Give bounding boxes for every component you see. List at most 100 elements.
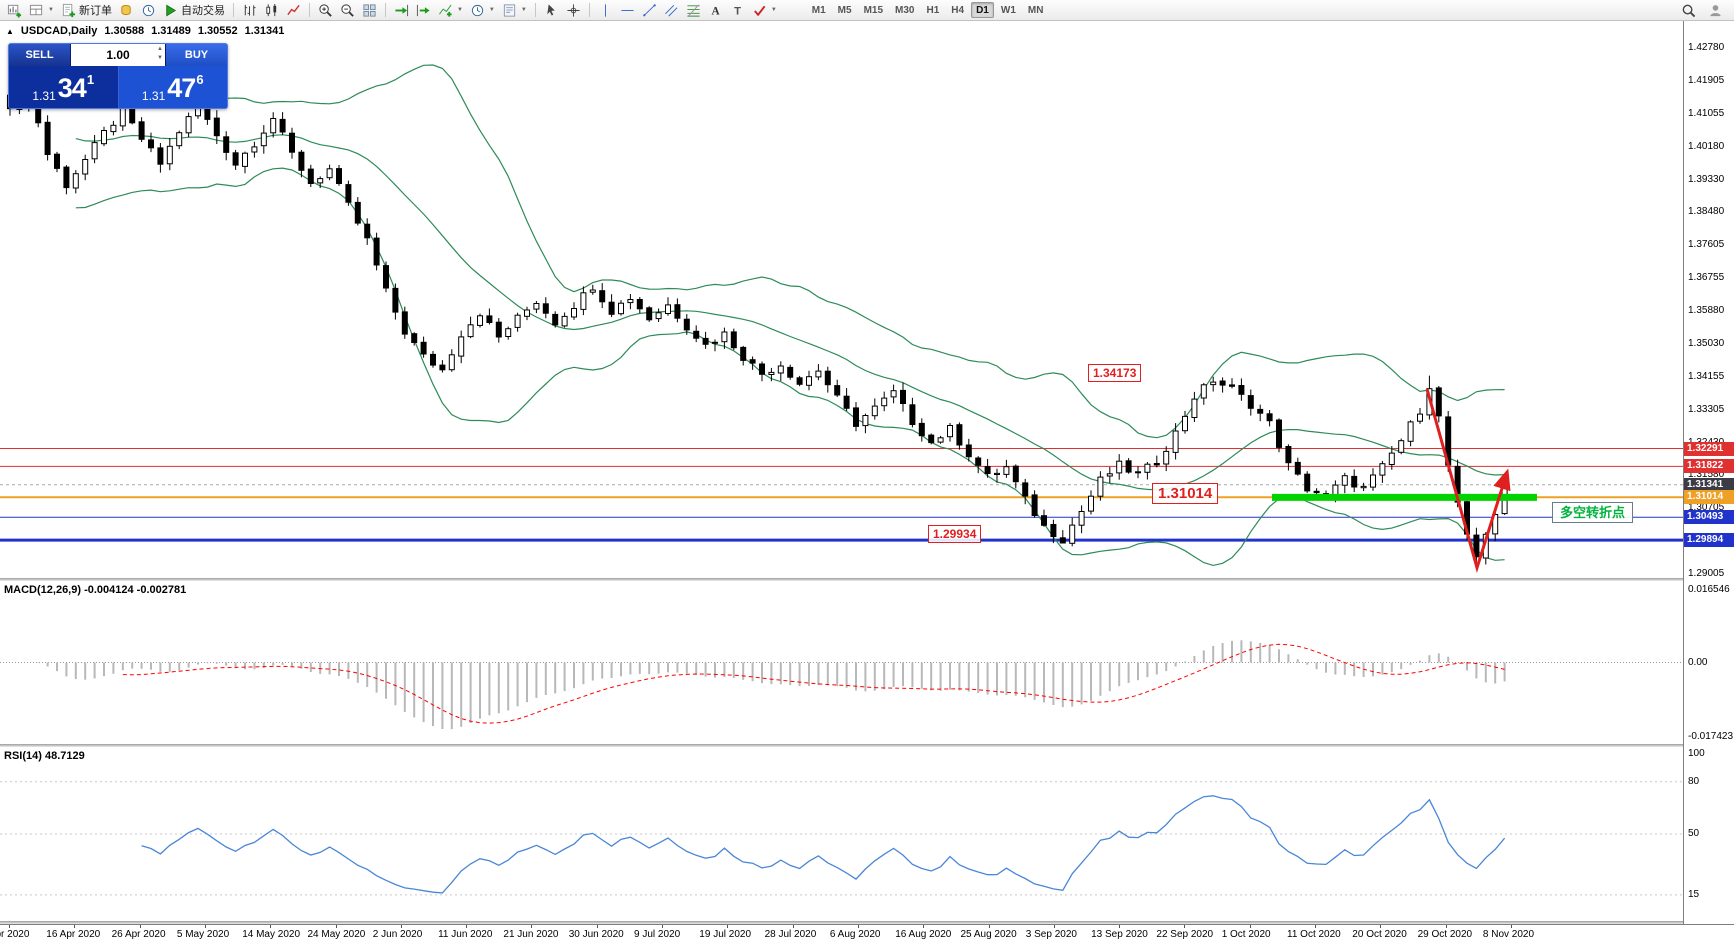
chart-collapse-icon[interactable]: ▲ bbox=[6, 26, 14, 36]
time-tick bbox=[923, 925, 925, 928]
timeframe-m15[interactable]: M15 bbox=[863, 4, 884, 16]
chart-shift-icon[interactable] bbox=[413, 1, 434, 20]
macd-tick: 0.00 bbox=[1688, 656, 1708, 668]
market-icon[interactable] bbox=[116, 1, 137, 20]
history-center-icon[interactable] bbox=[138, 1, 159, 20]
timeframe-m5[interactable]: M5 bbox=[837, 4, 852, 16]
pane-separator[interactable] bbox=[0, 578, 1734, 581]
price-scale[interactable]: 1.42780 1.41905 1.41055 1.40180 1.39330 1.384… bbox=[1683, 21, 1734, 924]
channel-icon[interactable] bbox=[661, 1, 682, 20]
bar-chart-icon[interactable] bbox=[239, 1, 260, 20]
macd-tick: 0.016546 bbox=[1688, 583, 1730, 595]
time-tick bbox=[1445, 925, 1447, 928]
time-tick bbox=[1119, 925, 1121, 928]
date-label: 2 Jun 2020 bbox=[372, 929, 423, 940]
community-icon[interactable] bbox=[1705, 1, 1726, 20]
toolbar-separator bbox=[588, 3, 590, 17]
volume-spinner[interactable]: ▲ ▼ bbox=[157, 45, 163, 63]
date-label: 29 Oct 2020 bbox=[1417, 929, 1473, 940]
spinner-up-icon[interactable]: ▲ bbox=[157, 46, 163, 52]
candlestick-chart[interactable] bbox=[0, 21, 1683, 578]
buy-price-small: 1.31 bbox=[141, 89, 166, 103]
rsi-tick: 80 bbox=[1688, 775, 1700, 787]
time-tick bbox=[1510, 925, 1512, 928]
timeframe-mn[interactable]: MN bbox=[1027, 4, 1044, 16]
date-label: 8 Nov 2020 bbox=[1482, 929, 1535, 940]
search-icon[interactable] bbox=[1678, 1, 1699, 20]
timeframe-m30[interactable]: M30 bbox=[895, 4, 915, 16]
indicators-icon[interactable]: ▼ bbox=[435, 1, 466, 20]
templates-icon[interactable]: ▼ bbox=[499, 1, 530, 20]
toolbar-separator bbox=[232, 3, 234, 17]
text-icon[interactable]: A bbox=[705, 1, 726, 20]
buy-price[interactable]: 1.31 47 6 bbox=[117, 66, 227, 108]
macd-pane[interactable]: MACD(12,26,9) -0.004124 -0.002781 bbox=[0, 581, 1683, 744]
date-label: 16 Aug 2020 bbox=[895, 929, 952, 940]
volume-input[interactable]: 1.00 ▲ ▼ bbox=[71, 44, 165, 66]
date-label: 24 May 2020 bbox=[307, 929, 366, 940]
time-tick bbox=[988, 925, 990, 928]
profiles-icon[interactable]: ▼ bbox=[26, 1, 57, 20]
line-chart-icon[interactable] bbox=[283, 1, 304, 20]
text-label-icon[interactable]: T bbox=[727, 1, 748, 20]
sell-button[interactable]: SELL bbox=[9, 44, 71, 66]
time-tick bbox=[139, 925, 141, 928]
sell-price-big: 34 bbox=[57, 72, 87, 103]
rsi-pane[interactable]: RSI(14) 48.7129 bbox=[0, 747, 1683, 921]
price-tick: 1.31580 bbox=[1688, 469, 1725, 481]
new-order-button[interactable]: 新订单 bbox=[58, 1, 115, 20]
trendline-icon[interactable] bbox=[639, 1, 660, 20]
fibonacci-icon[interactable] bbox=[683, 1, 704, 20]
candles bbox=[7, 58, 1508, 565]
crosshair-icon[interactable] bbox=[563, 1, 584, 20]
price-tag-1.31822: 1.31822 bbox=[1684, 459, 1734, 474]
september-high-label[interactable]: 1.34173 bbox=[1088, 364, 1142, 383]
time-tick bbox=[1249, 925, 1251, 928]
rsi-tick: 100 bbox=[1688, 748, 1705, 759]
candlestick-chart-icon[interactable] bbox=[261, 1, 282, 20]
vertical-line-icon[interactable] bbox=[595, 1, 616, 20]
price-tag-1.32291: 1.32291 bbox=[1684, 441, 1734, 456]
zigzag-arrow[interactable] bbox=[1425, 388, 1511, 573]
turning-point-note[interactable]: 多空转折点 bbox=[1552, 502, 1634, 524]
time-tick bbox=[857, 925, 859, 928]
buy-button[interactable]: BUY bbox=[165, 44, 227, 66]
price-tick: 1.35030 bbox=[1688, 337, 1725, 349]
cursor-icon[interactable] bbox=[541, 1, 562, 20]
timeframe-m1[interactable]: M1 bbox=[811, 4, 826, 16]
tile-windows-icon[interactable] bbox=[359, 1, 380, 20]
new-chart-icon[interactable] bbox=[4, 1, 25, 20]
chart-symbol-label: USDCAD,Daily bbox=[20, 25, 98, 37]
price-tick: 1.36755 bbox=[1688, 272, 1725, 284]
pane-separator[interactable] bbox=[0, 744, 1734, 747]
sell-price[interactable]: 1.31 34 1 bbox=[9, 66, 118, 108]
periods-icon[interactable]: ▼ bbox=[467, 1, 498, 20]
pivot-price-label[interactable]: 1.31014 bbox=[1152, 482, 1219, 504]
timeframe-w1[interactable]: W1 bbox=[1000, 4, 1016, 16]
macd-chart bbox=[0, 581, 1683, 744]
volume-value: 1.00 bbox=[106, 48, 130, 62]
autotrading-button[interactable]: 自动交易 bbox=[160, 1, 228, 20]
rsi-tick: 15 bbox=[1688, 888, 1700, 900]
price-chart-pane[interactable]: 1.34173 1.31014 1.29934 多空转折点 bbox=[0, 21, 1683, 578]
svg-text:A: A bbox=[711, 5, 720, 17]
arrows-objects-icon[interactable]: ▼ bbox=[749, 1, 780, 20]
horizontal-line-icon[interactable] bbox=[617, 1, 638, 20]
auto-scroll-icon[interactable] bbox=[391, 1, 412, 20]
buy-price-sup: 6 bbox=[196, 72, 204, 87]
toolbar-separator bbox=[308, 3, 310, 17]
timeframe-h4[interactable]: H4 bbox=[951, 4, 965, 16]
spinner-down-icon[interactable]: ▼ bbox=[157, 55, 163, 61]
timeframe-h1[interactable]: H1 bbox=[926, 4, 940, 16]
svg-text:T: T bbox=[734, 5, 741, 17]
ohlc-open: 1.30588 bbox=[104, 25, 145, 37]
date-label: 3 Sep 2020 bbox=[1025, 929, 1077, 940]
timeframe-d1[interactable]: D1 bbox=[971, 2, 994, 18]
price-tag-1.31341: 1.31341 bbox=[1684, 477, 1734, 492]
zoom-in-icon[interactable] bbox=[315, 1, 336, 20]
date-label: 9 Jul 2020 bbox=[634, 929, 681, 940]
zoom-out-icon[interactable] bbox=[337, 1, 358, 20]
time-axis[interactable]: 6 Apr 2020 16 Apr 2020 26 Apr 2020 5 May 20… bbox=[0, 924, 1734, 943]
low-level-label[interactable]: 1.29934 bbox=[928, 525, 982, 544]
chart-region: ▲ USDCAD,Daily 1.30588 1.31489 1.30552 1… bbox=[0, 21, 1734, 943]
